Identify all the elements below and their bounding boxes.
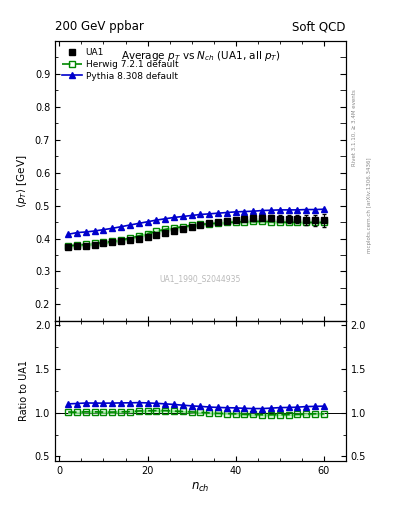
Y-axis label: Ratio to UA1: Ratio to UA1 bbox=[19, 360, 29, 421]
Legend: UA1, Herwig 7.2.1 default, Pythia 8.308 default: UA1, Herwig 7.2.1 default, Pythia 8.308 … bbox=[59, 46, 181, 83]
Text: Average $p_T$ vs $N_{ch}$ (UA1, all $p_T$): Average $p_T$ vs $N_{ch}$ (UA1, all $p_T… bbox=[121, 49, 280, 63]
X-axis label: $n_{ch}$: $n_{ch}$ bbox=[191, 481, 210, 494]
Text: UA1_1990_S2044935: UA1_1990_S2044935 bbox=[160, 274, 241, 283]
Text: 200 GeV ppbar: 200 GeV ppbar bbox=[55, 20, 144, 33]
Text: Rivet 3.1.10, ≥ 3.4M events: Rivet 3.1.10, ≥ 3.4M events bbox=[352, 90, 357, 166]
Text: mcplots.cern.ch [arXiv:1306.3436]: mcplots.cern.ch [arXiv:1306.3436] bbox=[367, 157, 373, 252]
Text: Soft QCD: Soft QCD bbox=[292, 20, 346, 33]
Y-axis label: $\langle p_T \rangle$ [GeV]: $\langle p_T \rangle$ [GeV] bbox=[15, 154, 29, 208]
